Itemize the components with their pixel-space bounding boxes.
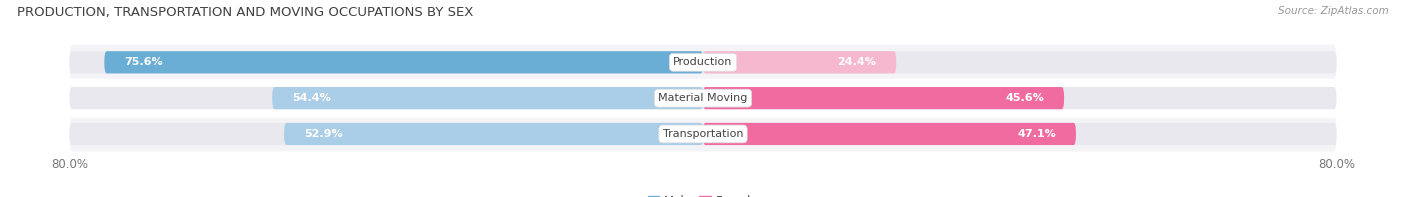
FancyBboxPatch shape <box>703 87 1064 109</box>
FancyBboxPatch shape <box>69 87 1337 109</box>
Text: 52.9%: 52.9% <box>304 129 343 139</box>
FancyBboxPatch shape <box>703 123 1076 145</box>
Text: 45.6%: 45.6% <box>1005 93 1045 103</box>
FancyBboxPatch shape <box>273 87 703 109</box>
Text: 75.6%: 75.6% <box>124 57 163 67</box>
Text: 24.4%: 24.4% <box>838 57 876 67</box>
FancyBboxPatch shape <box>69 81 1337 116</box>
Text: Source: ZipAtlas.com: Source: ZipAtlas.com <box>1278 6 1389 16</box>
FancyBboxPatch shape <box>69 51 1337 73</box>
FancyBboxPatch shape <box>703 51 896 73</box>
Legend: Male, Female: Male, Female <box>643 190 763 197</box>
Text: 54.4%: 54.4% <box>292 93 330 103</box>
Text: Production: Production <box>673 57 733 67</box>
FancyBboxPatch shape <box>69 45 1337 80</box>
Text: Material Moving: Material Moving <box>658 93 748 103</box>
Text: Transportation: Transportation <box>662 129 744 139</box>
FancyBboxPatch shape <box>69 123 1337 145</box>
FancyBboxPatch shape <box>104 51 703 73</box>
Text: PRODUCTION, TRANSPORTATION AND MOVING OCCUPATIONS BY SEX: PRODUCTION, TRANSPORTATION AND MOVING OC… <box>17 6 474 19</box>
FancyBboxPatch shape <box>284 123 703 145</box>
FancyBboxPatch shape <box>69 116 1337 151</box>
Text: 47.1%: 47.1% <box>1018 129 1056 139</box>
